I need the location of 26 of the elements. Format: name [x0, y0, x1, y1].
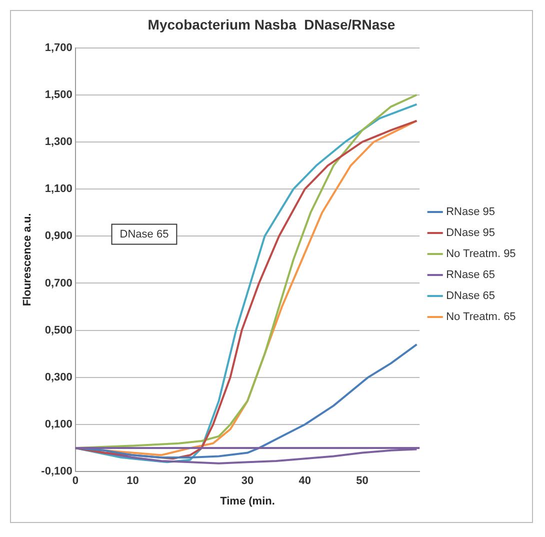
y-tick-label: 1,700	[44, 42, 72, 54]
x-tick-label: 0	[72, 475, 78, 488]
legend-label: No Treatm. 95	[446, 248, 516, 260]
y-tick-label: 0,300	[44, 371, 72, 384]
legend-label: RNase 65	[446, 269, 496, 282]
y-tick-label: 0,500	[44, 324, 72, 336]
x-axis-title: Time (min.	[220, 495, 275, 508]
x-tick-label: 40	[298, 475, 311, 488]
x-tick-label: 50	[356, 475, 368, 488]
y-tick-label: -0,100	[41, 466, 72, 478]
y-tick-label: 1,500	[44, 88, 72, 101]
legend-label: No Treatm. 65	[446, 311, 516, 324]
y-tick-label: 0,900	[44, 230, 72, 242]
x-tick-label: 20	[184, 475, 196, 488]
legend-label: RNase 95	[446, 206, 496, 218]
y-tick-label: 1,100	[44, 183, 72, 196]
legend-label: DNase 65	[446, 290, 496, 302]
y-tick-label: 0,100	[44, 418, 72, 431]
x-tick-label: 10	[126, 475, 139, 488]
y-tick-label: 0,700	[44, 277, 72, 290]
y-axis-title: Flourescence a.u.	[22, 213, 34, 306]
y-tick-label: 1,300	[44, 136, 72, 148]
legend-label: DNase 95	[446, 227, 496, 240]
chart-title: Mycobacterium Nasba DNase/RNase	[148, 16, 396, 32]
annotation: DNase 65	[120, 228, 169, 240]
x-tick-label: 30	[241, 475, 254, 488]
